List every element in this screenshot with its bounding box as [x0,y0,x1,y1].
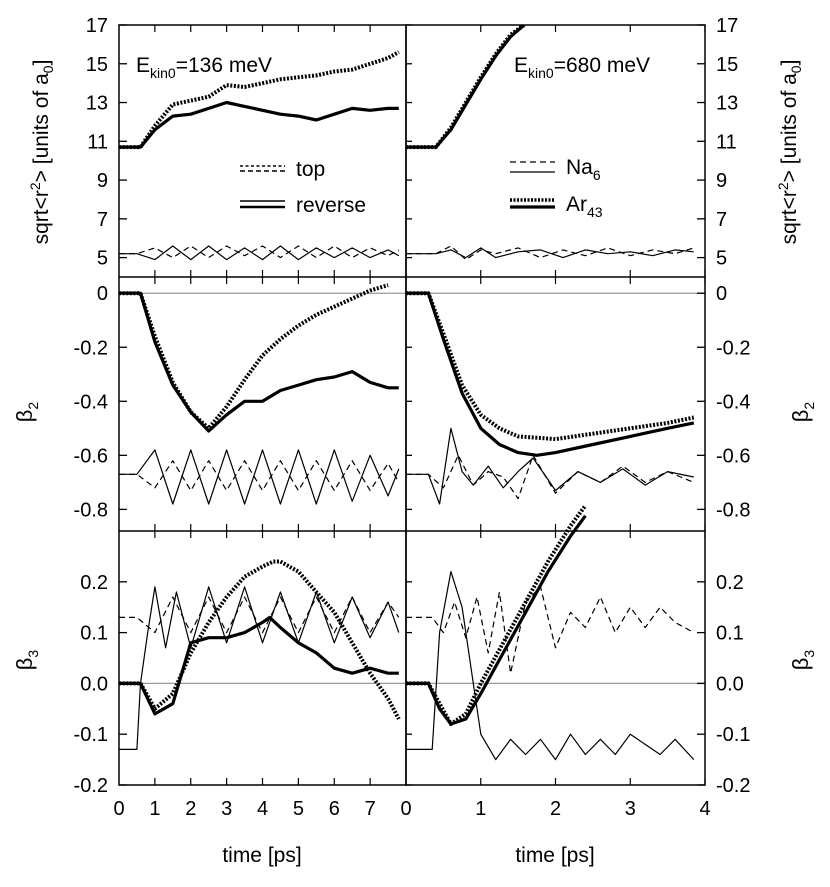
ytick-label-left-beta3: 0.1 [80,623,108,645]
ytick-label-right-r2: 7 [716,209,727,231]
curves-left [119,50,401,751]
ylabel-beta3-right: β3 [788,650,817,671]
xtick-label-left: 1 [149,798,160,820]
ytick-label-right-beta3: -0.1 [716,724,750,746]
series-r2-left-ar43-top [119,50,400,150]
series-r2-right-na6-reverse [406,247,694,259]
xtick-label-left: 4 [257,798,268,820]
series-r2-right-ar43-reverse [406,25,526,149]
series-beta2-right-ar43-reverse [406,291,695,457]
ytick-label-right-r2: 5 [716,248,727,270]
ytick-label-right-beta2: -0.8 [716,499,750,521]
panel-frames [118,24,706,786]
annotation-right: Ekin0=680 meV [514,54,650,81]
ytick-label-left-beta3: -0.1 [74,724,108,746]
ytick-label-right-beta2: -0.2 [716,337,750,359]
ytick-label-right-beta3: 0.0 [716,673,744,695]
ytick-label-right-r2: 13 [716,93,738,115]
legend-label-ar43: Ar43 [566,193,603,220]
ytick-label-left-beta2: -0.2 [74,337,108,359]
series-beta2-left-na6-reverse [119,449,400,505]
ytick-label-left-r2: 5 [97,248,108,270]
ytick-label-right-beta3: -0.2 [716,775,750,797]
ytick-label-right-r2: 15 [716,54,738,76]
ytick-label-right-r2: 9 [716,170,727,192]
ytick-label-left-beta2: -0.4 [74,391,108,413]
ytick-label-left-beta2: 0 [97,283,108,305]
frame-right [405,24,706,786]
series-r2-left-na6-top [119,245,400,259]
xtick-label-right: 3 [625,798,636,820]
ylabel-beta2-left: β2 [12,402,41,423]
ytick-label-left-beta2: -0.6 [74,445,108,467]
series-beta3-left-na6-reverse [119,586,400,751]
legend-label-reverse: reverse [296,194,366,217]
ylabel-beta3-left: β3 [12,650,41,671]
ytick-label-right-beta3: 0.2 [716,572,744,594]
zero-reference-lines [119,292,705,685]
series-beta2-left-na6-top [119,460,400,492]
xtick-label-right: 4 [699,798,710,820]
ytick-label-left-r2: 11 [87,131,108,153]
ytick-label-left-r2: 7 [97,209,108,231]
ytick-label-left-r2: 17 [86,15,108,37]
series-beta2-left-ar43-reverse [119,291,399,433]
xtick-label-right: 0 [400,798,411,820]
series-beta3-right-na6-top [406,586,695,674]
ytick-label-right-r2: 11 [716,131,737,153]
legend-label-na6: Na6 [566,156,601,183]
ytick-label-left-beta2: -0.8 [74,499,108,521]
series-beta3-left-ar43-top [119,559,401,720]
ytick-label-left-r2: 15 [86,54,108,76]
series-beta3-left-ar43-reverse [119,615,399,716]
xtick-label-left: 3 [221,798,232,820]
xtick-label-right: 1 [475,798,486,820]
y-axis-labels: sqrt<r2> [units of a0] sqrt<r2> [units o… [12,60,817,671]
series-beta2-right-na6-top [406,454,695,500]
ytick-label-right-beta2: 0 [716,283,727,305]
ytick-label-right-beta2: -0.6 [716,445,750,467]
ylabel-r2-right: sqrt<r2> [units of a0] [775,60,804,245]
xtick-label-left: 2 [185,798,196,820]
ytick-label-left-beta3: 0.2 [80,572,108,594]
legend-label-top: top [296,158,325,181]
ytick-label-left-beta3: 0.0 [80,673,108,695]
ytick-label-left-r2: 9 [97,170,108,192]
annotation-left: Ekin0=136 meV [136,54,272,81]
legend-left: top reverse [240,158,366,217]
ytick-label-right-r2: 17 [716,15,738,37]
series-beta3-right-na6-reverse [406,570,695,761]
xtick-label-left: 6 [329,798,340,820]
xtick-label-left: 5 [293,798,304,820]
ylabel-beta2-right: β2 [788,402,817,423]
data-curves [119,25,695,761]
series-r2-left-na6-reverse [119,245,400,261]
curves-right [406,25,695,761]
series-r2-right-na6-top [406,245,694,261]
ytick-label-left-r2: 13 [86,93,108,115]
series-beta2-right-ar43-top [406,291,695,442]
xtick-label-right: 2 [550,798,561,820]
ytick-label-right-beta2: -0.4 [716,391,750,413]
ylabel-r2-left: sqrt<r2> [units of a0] [27,60,56,245]
xlabel-right: time [ps] [515,844,594,867]
xlabel-left: time [ps] [222,844,301,867]
ytick-label-right-beta3: 0.1 [716,623,744,645]
legend-right: Na6 Ar43 [510,156,603,220]
xtick-label-left: 0 [113,798,124,820]
ytick-label-left-beta3: -0.2 [74,775,108,797]
series-beta2-right-na6-reverse [406,427,694,505]
series-r2-left-ar43-reverse [119,100,399,149]
series-beta3-left-na6-top [119,596,400,634]
xtick-label-left: 7 [365,798,376,820]
